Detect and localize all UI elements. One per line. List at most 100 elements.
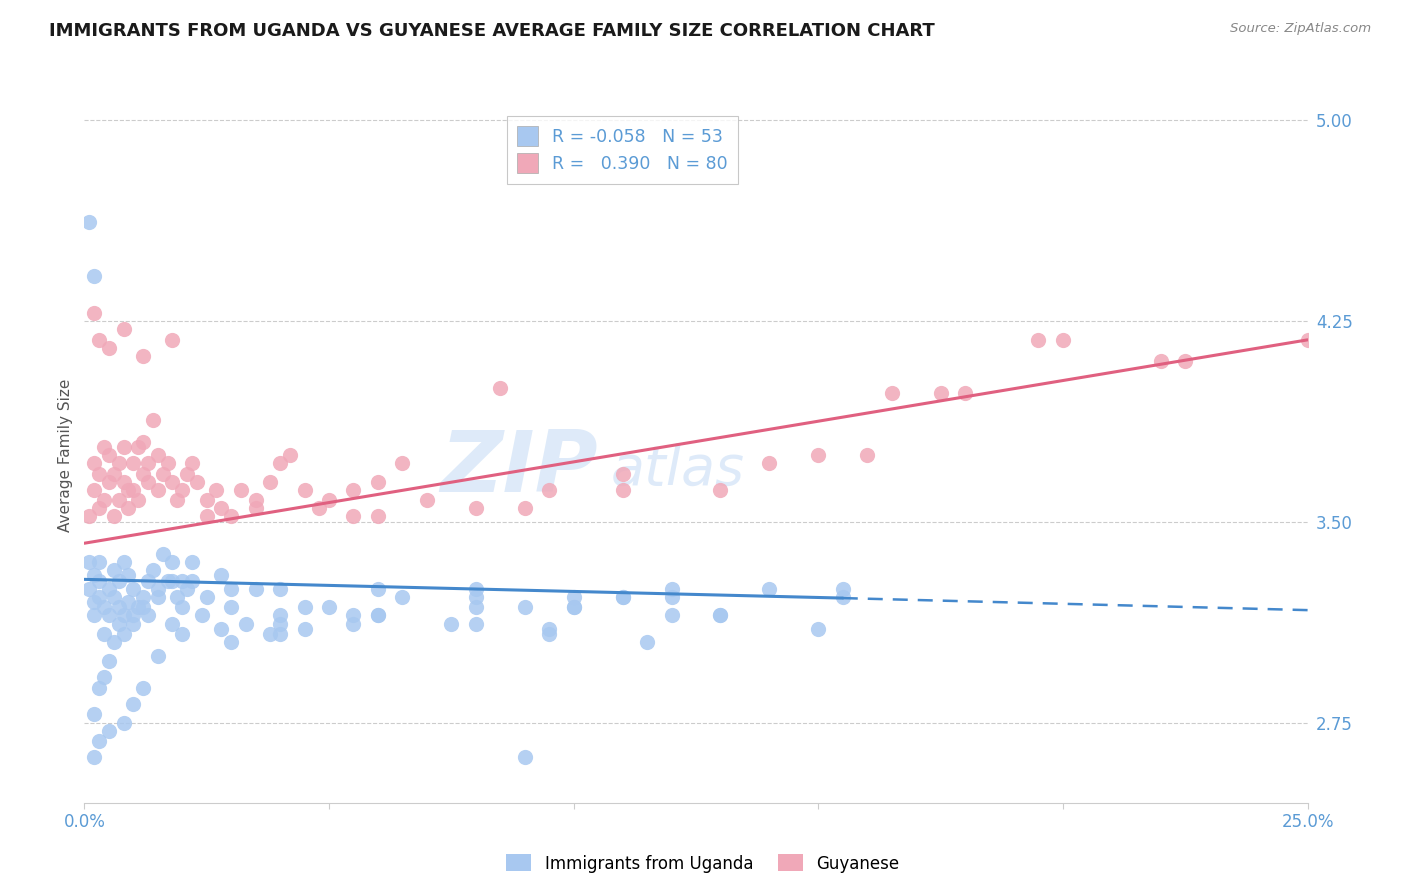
Point [93, 493, 115, 508]
Point [112, 440, 135, 454]
Point [77, 215, 100, 229]
Point [146, 483, 169, 497]
Point [294, 622, 316, 636]
Point [97, 654, 120, 668]
Point [87, 590, 110, 604]
Point [259, 475, 281, 489]
Point [162, 333, 184, 347]
Point [127, 493, 149, 508]
Point [269, 608, 291, 623]
Point [122, 483, 145, 497]
Point [83, 483, 105, 497]
Point [661, 590, 683, 604]
Point [562, 600, 585, 615]
Point [93, 600, 115, 615]
Point [181, 555, 204, 569]
Point [117, 501, 139, 516]
Point [391, 456, 413, 470]
Point [83, 456, 105, 470]
Text: ZIP: ZIP [440, 427, 598, 510]
Point [758, 456, 780, 470]
Point [176, 582, 198, 596]
Point [132, 600, 155, 615]
Point [107, 493, 129, 508]
Point [156, 456, 179, 470]
Point [219, 509, 242, 524]
Point [831, 590, 853, 604]
Point [97, 341, 120, 355]
Point [186, 475, 208, 489]
Point [612, 483, 634, 497]
Point [107, 616, 129, 631]
Point [93, 627, 115, 641]
Point [166, 493, 188, 508]
Point [152, 547, 174, 561]
Legend: Immigrants from Uganda, Guyanese: Immigrants from Uganda, Guyanese [499, 847, 907, 880]
Point [612, 590, 634, 604]
Point [117, 595, 139, 609]
Point [219, 635, 242, 649]
Point [318, 493, 340, 508]
Point [172, 574, 194, 588]
Point [953, 386, 976, 401]
Point [83, 707, 105, 722]
Point [219, 600, 242, 615]
Point [136, 574, 159, 588]
Point [269, 616, 291, 631]
Point [929, 386, 952, 401]
Point [136, 475, 159, 489]
Point [162, 574, 184, 588]
Point [87, 555, 110, 569]
Point [612, 590, 634, 604]
Point [181, 456, 204, 470]
Point [83, 750, 105, 764]
Point [172, 483, 194, 497]
Point [831, 582, 853, 596]
Point [83, 306, 105, 320]
Point [709, 608, 731, 623]
Text: IMMIGRANTS FROM UGANDA VS GUYANESE AVERAGE FAMILY SIZE CORRELATION CHART: IMMIGRANTS FROM UGANDA VS GUYANESE AVERA… [49, 22, 935, 40]
Point [612, 467, 634, 481]
Point [1150, 354, 1173, 368]
Point [87, 333, 110, 347]
Point [342, 483, 364, 497]
Point [172, 600, 194, 615]
Point [269, 627, 291, 641]
Point [142, 563, 165, 577]
Point [245, 582, 267, 596]
Point [294, 600, 316, 615]
Point [122, 697, 145, 711]
Point [97, 582, 120, 596]
Point [103, 590, 125, 604]
Point [1174, 354, 1197, 368]
Point [856, 448, 879, 462]
Point [209, 568, 232, 582]
Point [132, 434, 155, 449]
Point [661, 582, 683, 596]
Point [278, 448, 301, 462]
Point [367, 509, 389, 524]
Point [562, 600, 585, 615]
Point [209, 622, 232, 636]
Point [77, 555, 100, 569]
Point [87, 574, 110, 588]
Point [562, 590, 585, 604]
Text: Source: ZipAtlas.com: Source: ZipAtlas.com [1230, 22, 1371, 36]
Point [146, 582, 169, 596]
Point [152, 467, 174, 481]
Point [269, 456, 291, 470]
Point [391, 590, 413, 604]
Point [122, 608, 145, 623]
Point [97, 448, 120, 462]
Point [117, 568, 139, 582]
Point [342, 509, 364, 524]
Point [195, 590, 218, 604]
Point [87, 501, 110, 516]
Point [162, 616, 184, 631]
Point [513, 501, 536, 516]
Point [107, 574, 129, 588]
Point [464, 582, 486, 596]
Point [107, 456, 129, 470]
Point [83, 595, 105, 609]
Point [464, 600, 486, 615]
